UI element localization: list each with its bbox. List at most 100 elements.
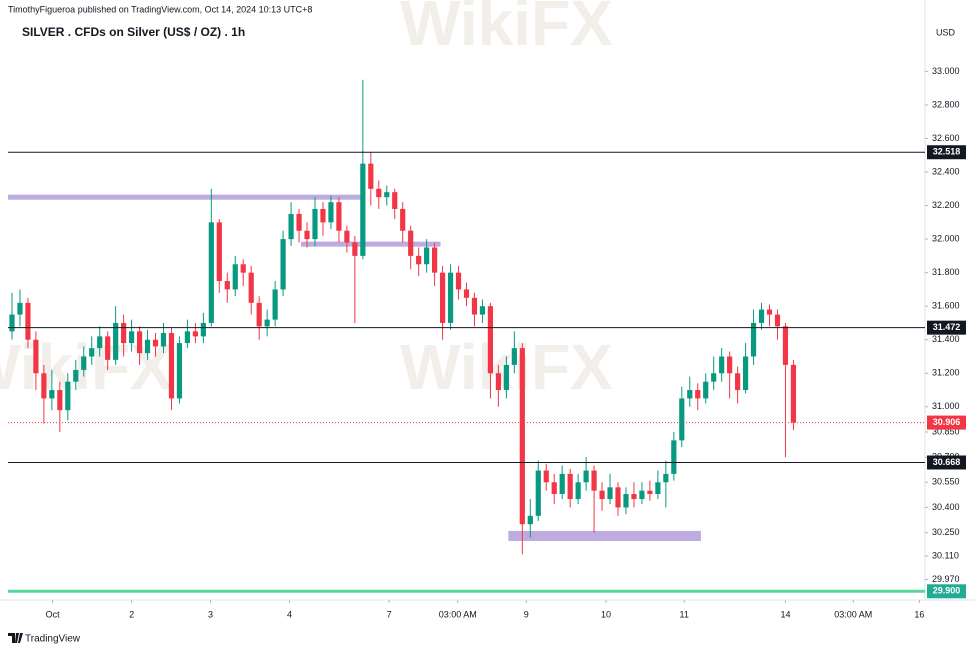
candle-body — [216, 222, 222, 282]
y-tick-label: 31.600 — [932, 301, 960, 311]
candle-body — [607, 487, 613, 500]
candle-body — [280, 239, 286, 290]
candle-body — [400, 208, 406, 231]
candle-body — [575, 482, 581, 500]
candle-body — [328, 202, 334, 223]
logo-text: TradingView — [25, 634, 81, 645]
y-tick-label: 33.000 — [932, 66, 960, 76]
y-tick-label: 32.200 — [932, 200, 960, 210]
candle-body — [33, 339, 39, 374]
x-tick-label: 03:00 AM — [834, 609, 872, 619]
candle-body — [192, 331, 198, 337]
y-tick-label: 30.250 — [932, 527, 960, 537]
candle-body — [543, 470, 549, 483]
candle-body — [288, 213, 294, 240]
y-tick-label: 30.850 — [932, 426, 960, 436]
zone — [8, 194, 364, 200]
candle-body — [551, 482, 557, 495]
candle-body — [49, 390, 55, 399]
candle-body — [599, 490, 605, 500]
candle-body — [360, 163, 366, 256]
price-label: 29.900 — [933, 586, 961, 596]
watermark: WikiFX — [0, 331, 173, 403]
x-tick-label: 4 — [287, 609, 292, 619]
y-tick-label: 29.970 — [932, 574, 960, 584]
candle-body — [463, 289, 470, 298]
candle-body — [336, 202, 342, 231]
x-tick-label: 3 — [208, 609, 213, 619]
byline: TimothyFigueroa published on TradingView… — [8, 4, 312, 14]
candle-body — [455, 272, 462, 290]
price-label: 30.906 — [933, 417, 961, 427]
candle-body — [152, 339, 159, 347]
candle-body — [176, 343, 183, 399]
watermark: WikiFX — [400, 0, 613, 59]
candle-body — [368, 163, 374, 189]
candle-body — [392, 192, 398, 209]
candle-body — [240, 264, 246, 273]
x-tick-label: 2 — [129, 609, 134, 619]
candle-body — [312, 208, 318, 240]
candle-body — [487, 306, 494, 374]
candle-body — [495, 373, 501, 391]
x-tick-label: 11 — [680, 609, 689, 619]
candle-body — [376, 188, 382, 198]
price-label-box — [927, 584, 966, 599]
y-tick-label: 31.200 — [932, 368, 960, 378]
candle-body — [256, 302, 262, 327]
candle-body — [65, 381, 71, 411]
candle-body — [352, 242, 358, 256]
candle-body — [583, 470, 589, 483]
candle-body — [89, 348, 95, 357]
y-tick-label: 31.000 — [932, 401, 960, 411]
candle-body — [168, 333, 175, 399]
candle-body — [527, 515, 533, 525]
candle-body — [711, 373, 717, 382]
candle-body — [591, 470, 597, 491]
price-label: 32.518 — [933, 147, 961, 157]
candle-body — [735, 373, 741, 391]
zone — [508, 530, 701, 541]
candle-body — [782, 326, 789, 365]
candle-body — [519, 348, 525, 525]
candle-body — [136, 331, 143, 354]
candle-body — [535, 470, 541, 516]
candle-body — [224, 281, 230, 290]
candle-body — [41, 373, 47, 399]
price-label: 31.472 — [933, 322, 961, 332]
y-tick-label: 32.000 — [932, 233, 960, 243]
x-tick-label: 16 — [914, 609, 924, 619]
candle-body — [679, 398, 685, 441]
x-tick-label: Oct — [46, 609, 61, 619]
candle-body — [695, 390, 701, 399]
candle-body — [304, 230, 310, 240]
candle-body — [774, 314, 781, 327]
candle-body — [264, 319, 270, 327]
candle-body — [416, 255, 422, 265]
candle-body — [408, 230, 414, 256]
candle-body — [439, 272, 446, 323]
candle-body — [663, 473, 669, 483]
candle-body — [503, 364, 509, 391]
candle-body — [57, 390, 63, 411]
candle-body — [344, 230, 350, 243]
candle-body — [742, 356, 749, 391]
candle-body — [758, 309, 765, 323]
candle-body — [384, 192, 390, 198]
candle-body — [208, 222, 214, 323]
candle-body — [144, 339, 151, 354]
candles — [9, 79, 797, 555]
candle-body — [272, 289, 278, 320]
candle-body — [160, 333, 167, 347]
zone — [301, 241, 441, 247]
y-tick-label: 30.400 — [932, 502, 960, 512]
candle-body — [73, 369, 79, 382]
y-tick-label: 31.800 — [932, 267, 960, 277]
y-tick-label: 31.400 — [932, 334, 960, 344]
candle-body — [432, 247, 438, 273]
candle-body — [81, 356, 87, 370]
candle-body — [623, 494, 629, 508]
candle-body — [200, 322, 206, 337]
